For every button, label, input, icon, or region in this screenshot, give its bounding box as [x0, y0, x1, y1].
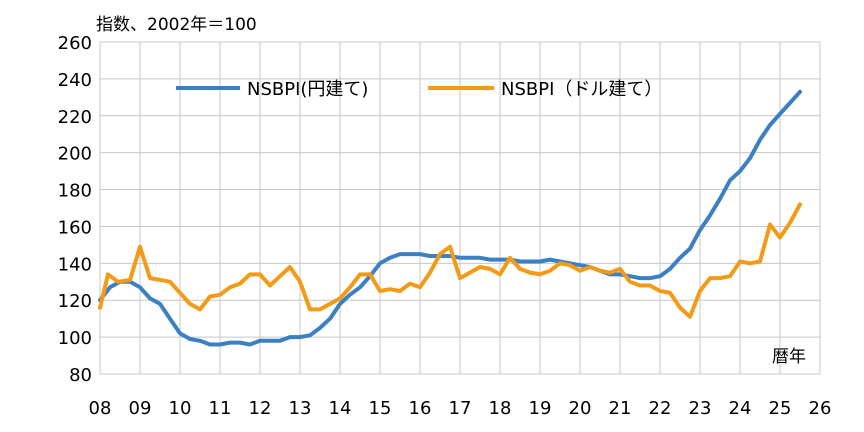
- x-tick-label: 21: [609, 398, 632, 419]
- x-tick-label: 17: [449, 398, 472, 419]
- series-line-1: [98, 202, 802, 319]
- x-tick-label: 25: [769, 398, 792, 419]
- legend-label-dollar: NSBPI（ドル建て）: [501, 79, 662, 100]
- y-tick-label: 100: [58, 328, 92, 349]
- x-tick-label: 08: [89, 398, 112, 419]
- y-tick-label: 80: [69, 365, 92, 386]
- y-tick-label: 140: [58, 254, 92, 275]
- x-tick-label: 22: [649, 398, 672, 419]
- y-tick-label: 180: [58, 181, 92, 202]
- y-tick-label: 260: [58, 33, 92, 54]
- x-tick-label: 13: [289, 398, 312, 419]
- grid: [99, 41, 821, 375]
- x-tick-label: 20: [569, 398, 592, 419]
- x-axis-ticks: 08 09 10 11 12 13 14 15 16 17 18 19 20 21 22 23 24 25 26: [89, 398, 832, 419]
- x-tick-label: 18: [489, 398, 512, 419]
- x-tick-label: 23: [689, 398, 712, 419]
- x-tick-label: 26: [809, 398, 832, 419]
- y-tick-label: 120: [58, 291, 92, 312]
- y-tick-label: 160: [58, 217, 92, 238]
- y-tick-label: 200: [58, 144, 92, 165]
- y-tick-label: 240: [58, 70, 92, 91]
- unit-label: 指数、2002年＝100: [96, 15, 257, 35]
- x-tick-label: 19: [529, 398, 552, 419]
- x-tick-label: 15: [369, 398, 392, 419]
- x-tick-label: 09: [129, 398, 152, 419]
- legend-label-yen: NSBPI(円建て): [247, 79, 368, 100]
- x-tick-label: 10: [169, 398, 192, 419]
- x-tick-label: 24: [729, 398, 752, 419]
- x-tick-label: 14: [329, 398, 352, 419]
- x-tick-label: 11: [209, 398, 232, 419]
- series-line-0: [98, 89, 802, 347]
- x-tick-label: 16: [409, 398, 432, 419]
- series-lines: [98, 89, 802, 347]
- y-axis-ticks: 80 100 120 140 160 180 200 220 240 260: [58, 33, 92, 386]
- legend: NSBPI(円建て) NSBPI（ドル建て）: [176, 79, 662, 100]
- x-tick-label: 12: [249, 398, 272, 419]
- y-tick-label: 220: [58, 107, 92, 128]
- x-axis-label: 暦年: [772, 347, 806, 367]
